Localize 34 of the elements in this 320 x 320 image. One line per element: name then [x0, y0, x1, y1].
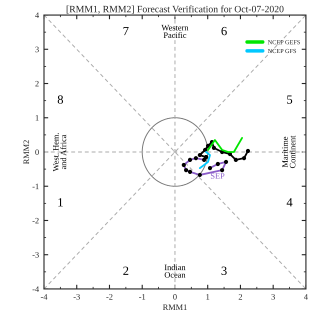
y-tick-label: -1 [32, 184, 39, 190]
annotation: 8 [58, 95, 64, 104]
annotation: West. Hem. and Africa [53, 133, 66, 172]
annotation: 1 [58, 198, 63, 206]
y-tick-label: 0 [35, 149, 39, 155]
annotation: 3 [222, 266, 227, 275]
x-tick-label: 1 [206, 294, 210, 300]
annotation: 7 [124, 26, 129, 36]
x-tick-label: 0 [173, 294, 177, 300]
y-axis-title: RMM2 [24, 140, 30, 164]
annotation: 2 [123, 266, 128, 275]
x-axis-title: RMM1 [162, 304, 187, 310]
x-tick-label: -4 [40, 294, 48, 300]
x-tick-label: -1 [139, 294, 146, 300]
y-tick-label: 4 [35, 12, 40, 18]
annotation: Maritime Continent [282, 136, 296, 168]
x-tick-label: -3 [74, 294, 80, 300]
annotation: Western Pacific [161, 24, 188, 38]
annotation: Indian Ocean [164, 264, 186, 278]
y-tick-label: -4 [32, 286, 40, 292]
y-tick-label: 1 [36, 115, 39, 121]
y-tick-label: 2 [35, 80, 39, 86]
x-tick-label: -2 [106, 294, 112, 300]
annotation: 6 [221, 26, 227, 36]
annotation: SEP [210, 173, 224, 179]
chart-title: [RMM1, RMM2] Forecast Verification for Oct-07-2020 [66, 5, 284, 14]
x-tick-label: 2 [238, 294, 242, 300]
annotation: 4 [286, 198, 292, 206]
y-tick-label: -2 [32, 218, 39, 224]
x-tick-label: 3 [271, 294, 275, 300]
y-tick-label: -3 [32, 252, 39, 258]
y-tick-label: 3 [35, 46, 39, 52]
annotation: 5 [287, 95, 292, 104]
x-tick-label: 4 [304, 294, 308, 300]
